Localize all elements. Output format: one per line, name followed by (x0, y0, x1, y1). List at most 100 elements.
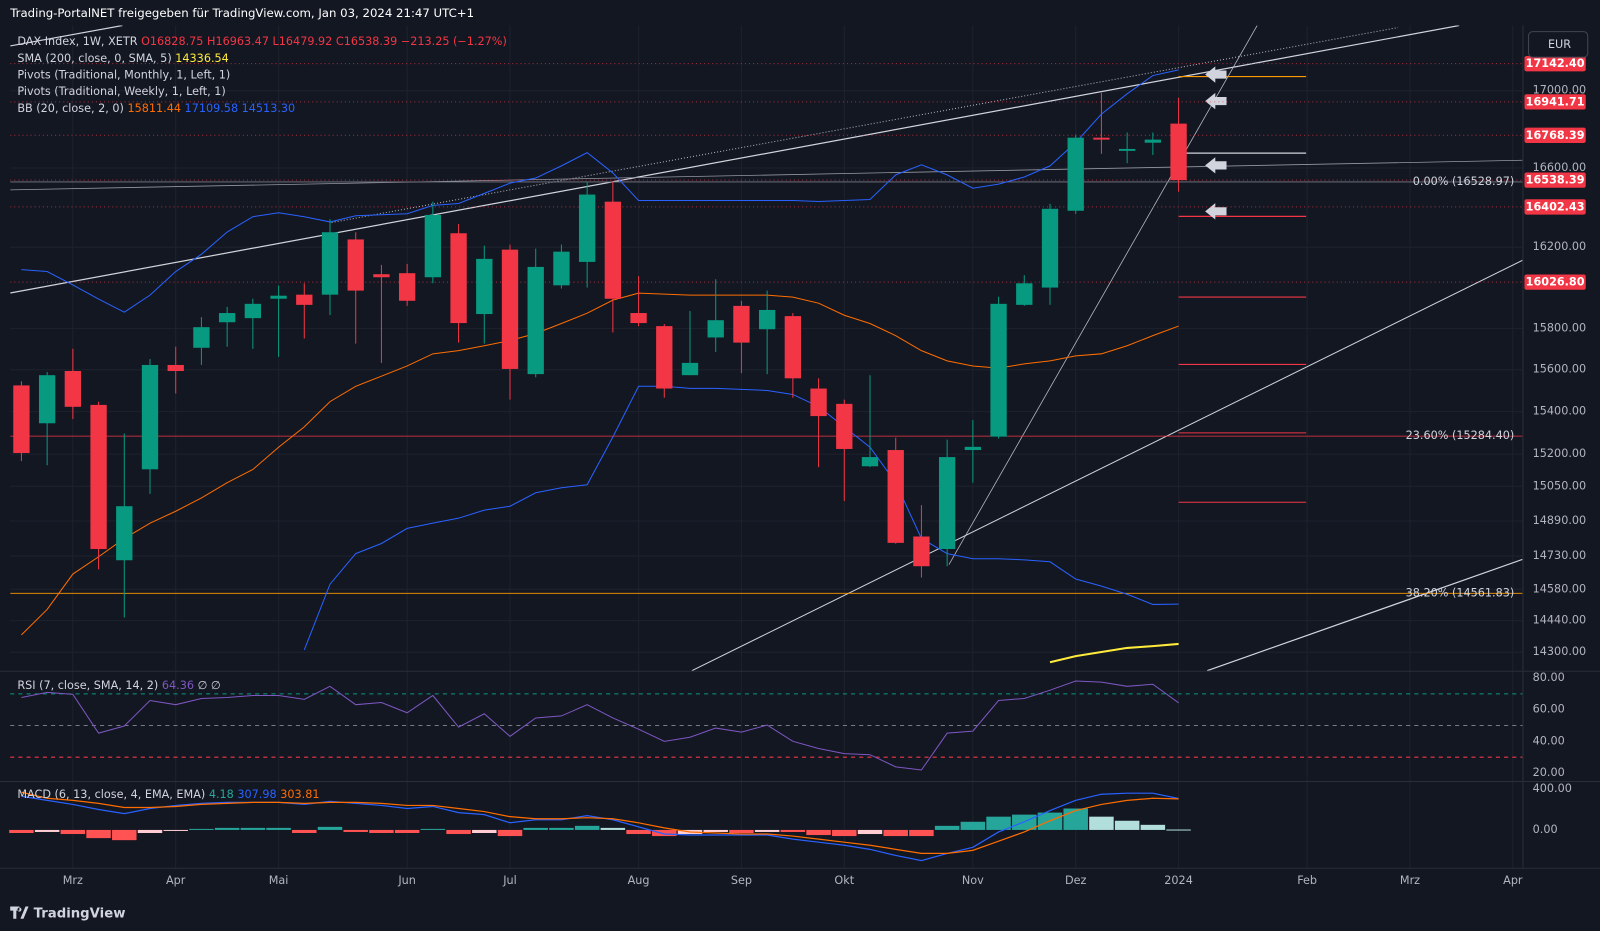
arrow (1205, 92, 1227, 110)
header-text: Trading-PortalNET freigegeben für Tradin… (9, 6, 474, 20)
histogram-bar (292, 829, 317, 833)
histogram-bar (832, 829, 857, 837)
fib-label: 23.60% (15284.40) (1406, 429, 1515, 442)
legend-item: BB (20, close, 2, 0) (17, 102, 124, 115)
fib-label: 0.00% (16528.97) (1413, 175, 1514, 188)
x-tick-label: Okt (834, 874, 854, 887)
x-tick-label: Feb (1297, 874, 1317, 887)
footer (0, 898, 1600, 931)
y-tick-label: 400.00 (1533, 782, 1572, 795)
candle-body (578, 194, 596, 262)
trend-line (10, 159, 1523, 191)
histogram-bar (343, 829, 368, 832)
legend-line: Pivots (Traditional, Weekly, 1, Left, 1) (17, 85, 225, 98)
rsi-pane (10, 680, 1523, 771)
legend-line: BB (20, close, 2, 0) 15811.44 17109.58 1… (17, 102, 295, 115)
price-label: 16768.39 (1526, 129, 1585, 142)
legend-item: O16828.75 (141, 35, 203, 48)
currency-box[interactable] (1528, 31, 1589, 58)
fib-label: 38.20% (14561.83) (1406, 586, 1515, 599)
price-label-box (1524, 94, 1586, 110)
candle-body (990, 303, 1007, 437)
candle-body (13, 385, 30, 454)
histogram-bar (240, 827, 266, 830)
logo-icon[interactable] (10, 906, 29, 919)
price-label-box (1524, 274, 1586, 290)
candle-body (1170, 123, 1187, 181)
price-label-box (1524, 127, 1586, 143)
arrow (1205, 66, 1227, 83)
indicator-line (1049, 642, 1179, 664)
drawings (10, 25, 1523, 671)
candle-body (141, 364, 159, 470)
candle-body (193, 327, 210, 348)
price-pane (10, 63, 1523, 664)
x-tick-label: Dez (1065, 874, 1087, 887)
candle-body (887, 450, 904, 543)
brand-name[interactable]: TradingView (34, 907, 126, 922)
histogram-bar (1114, 820, 1140, 830)
price-label: 16026.80 (1526, 276, 1585, 289)
histogram-bar (600, 827, 626, 830)
histogram-bar (394, 829, 420, 833)
histogram-bar (574, 825, 600, 830)
indicator-line (21, 791, 1179, 855)
histogram-bar (1140, 824, 1166, 830)
legend-line: DAX Index, 1W, XETR O16828.75 H16963.47 … (17, 35, 506, 48)
legend-line: Pivots (Traditional, Monthly, 1, Left, 1… (17, 69, 230, 82)
histogram-bar (857, 829, 883, 835)
indicator-line (303, 385, 1179, 651)
y-tick-label: 15600.00 (1533, 363, 1587, 376)
legend: DAX Index, 1W, XETR O16828.75 H16963.47 … (17, 35, 506, 801)
y-tick-label: 14300.00 (1533, 645, 1587, 658)
y-tick-label: 16600.00 (1533, 161, 1587, 174)
price-label: 17142.40 (1526, 57, 1585, 70)
y-tick-label: 60.00 (1533, 703, 1565, 716)
legend-item: MACD (6, 13, close, 4, EMA, EMA) (17, 788, 205, 801)
trend-line (691, 259, 1523, 671)
x-tick-label: Jul (502, 874, 517, 887)
histogram-bar (960, 821, 986, 830)
histogram-bar (909, 829, 934, 837)
histogram-bar (549, 827, 574, 830)
candle-body (527, 266, 544, 375)
brand-logo[interactable]: TradingView (10, 906, 126, 922)
currency-button[interactable]: EUR (1528, 31, 1589, 58)
axes: Mrz Apr Mai Jun Jul Aug Sep Okt Nov Dez 2024 Feb Mrz… (63, 56, 1586, 887)
candle-body (501, 249, 519, 369)
candle-body (681, 362, 699, 376)
histogram-bar (806, 829, 831, 836)
candle-body (810, 388, 827, 417)
histogram-bar (1063, 808, 1088, 830)
legend-item: SMA (200, close, 0, SMA, 5) (17, 52, 171, 65)
candle-body (373, 274, 390, 278)
y-tick-label: 15800.00 (1533, 321, 1587, 334)
x-tick-label: Apr (166, 874, 186, 887)
legend-item: 14513.30 (242, 102, 296, 115)
currency-label[interactable]: EUR (1548, 38, 1571, 51)
legend-item: ∅ ∅ (198, 679, 221, 692)
histogram-bar (1089, 816, 1114, 830)
y-tick-label: 80.00 (1533, 671, 1565, 684)
price-label: 16941.71 (1526, 95, 1585, 108)
y-tick-label: 40.00 (1533, 734, 1565, 747)
legend-item: 4.18 (209, 788, 234, 801)
candle-body (116, 506, 133, 561)
candle-body (270, 295, 287, 299)
histogram-bar (883, 829, 908, 837)
legend-item: 64.36 (162, 679, 194, 692)
candle-body (450, 233, 467, 324)
trend-line (10, 25, 123, 47)
histogram-bar (446, 829, 471, 835)
y-tick-label: 16200.00 (1533, 240, 1587, 253)
histogram-bar (652, 829, 677, 837)
candle-body (398, 273, 416, 301)
candle-body (861, 457, 879, 467)
candle-body (784, 316, 802, 379)
histogram-bar (9, 829, 34, 833)
x-tick-label: Aug (628, 874, 650, 887)
histogram-bar (986, 816, 1011, 830)
candle-body (733, 305, 750, 343)
histogram-bar (729, 829, 754, 833)
